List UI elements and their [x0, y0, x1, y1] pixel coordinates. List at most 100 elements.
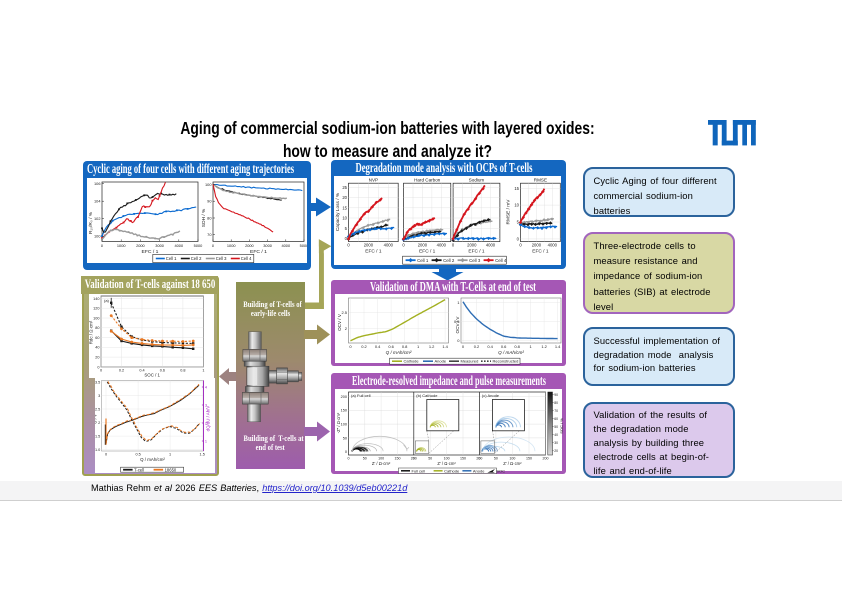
- svg-text:200: 200: [340, 394, 346, 398]
- svg-text:Z′ / Ω·cm²: Z′ / Ω·cm²: [437, 461, 456, 466]
- svg-text:NVP: NVP: [369, 177, 378, 182]
- svg-text:Cathode: Cathode: [444, 468, 460, 473]
- svg-text:-Z″ / Ω·cm²: -Z″ / Ω·cm²: [336, 412, 341, 433]
- svg-text:1: 1: [202, 368, 204, 372]
- svg-text:90: 90: [207, 198, 211, 203]
- svg-text:Cell 4: Cell 4: [495, 257, 507, 262]
- svg-text:5: 5: [345, 225, 348, 230]
- svg-text:0.8: 0.8: [401, 344, 407, 349]
- svg-text:20: 20: [342, 195, 347, 200]
- svg-text:Q / mAh/cm²: Q / mAh/cm²: [140, 457, 165, 462]
- svg-text:50: 50: [493, 456, 497, 460]
- svg-text:2.5: 2.5: [95, 407, 100, 411]
- svg-text:2: 2: [98, 420, 100, 424]
- svg-text:(a): (a): [104, 298, 110, 303]
- svg-text:EFC / 1: EFC / 1: [250, 248, 267, 254]
- svg-text:150: 150: [526, 456, 532, 460]
- svg-text:0.4: 0.4: [374, 344, 380, 349]
- svg-text:0: 0: [452, 242, 455, 247]
- svg-text:3.5: 3.5: [95, 380, 100, 384]
- svg-text:80: 80: [95, 326, 99, 330]
- svg-text:100: 100: [378, 456, 384, 460]
- svg-text:0: 0: [99, 368, 101, 372]
- svg-text:SOH / %: SOH / %: [200, 207, 206, 226]
- svg-text:2000: 2000: [245, 242, 254, 247]
- svg-text:4: 4: [204, 385, 206, 389]
- svg-text:Anode: Anode: [472, 468, 484, 473]
- svg-text:40: 40: [95, 345, 99, 349]
- svg-text:0: 0: [478, 456, 480, 460]
- svg-text:1.5: 1.5: [95, 434, 100, 438]
- svg-text:120: 120: [93, 306, 99, 310]
- svg-text:2: 2: [344, 326, 347, 331]
- svg-text:50: 50: [342, 436, 346, 440]
- svg-text:(c) Anode: (c) Anode: [481, 393, 499, 398]
- svg-text:104: 104: [94, 198, 101, 203]
- svg-text:50: 50: [554, 424, 558, 428]
- svg-text:60: 60: [95, 336, 99, 340]
- svg-text:150: 150: [340, 408, 346, 412]
- svg-text:100: 100: [93, 316, 99, 320]
- svg-text:Cell 4: Cell 4: [240, 256, 251, 261]
- svg-text:5000: 5000: [193, 242, 202, 247]
- svg-text:1.0: 1.0: [95, 448, 100, 452]
- svg-text:0.6: 0.6: [500, 344, 506, 349]
- svg-text:dQ/dU / Ah/V: dQ/dU / Ah/V: [205, 405, 210, 431]
- svg-text:0: 0: [347, 456, 349, 460]
- svg-text:4000: 4000: [486, 242, 496, 247]
- svg-text:1.2: 1.2: [428, 344, 434, 349]
- svg-text:Cell 3: Cell 3: [469, 257, 481, 262]
- svg-text:200: 200: [410, 456, 416, 460]
- svg-text:1.4: 1.4: [442, 344, 448, 349]
- svg-text:Cell 1: Cell 1: [165, 256, 176, 261]
- svg-text:EFC / 1: EFC / 1: [141, 248, 158, 254]
- svg-text:200: 200: [476, 456, 482, 460]
- svg-text:60: 60: [554, 416, 558, 420]
- svg-text:1: 1: [529, 344, 532, 349]
- svg-text:10: 10: [514, 202, 519, 207]
- svg-text:0: 0: [457, 338, 460, 343]
- svg-text:10: 10: [342, 215, 347, 220]
- svg-text:0.5: 0.5: [453, 319, 459, 324]
- svg-text:(a) Full cell: (a) Full cell: [351, 393, 371, 398]
- svg-text:1.5: 1.5: [199, 452, 204, 456]
- svg-text:1.4: 1.4: [554, 344, 560, 349]
- svg-text:0: 0: [100, 242, 102, 247]
- svg-text:1: 1: [416, 344, 419, 349]
- svg-text:Full cell: Full cell: [411, 468, 425, 473]
- svg-text:30: 30: [554, 440, 558, 444]
- svg-text:Z′ / Ω·cm²: Z′ / Ω·cm²: [371, 461, 390, 466]
- svg-text:100: 100: [94, 233, 100, 238]
- svg-text:0.8: 0.8: [514, 344, 520, 349]
- svg-text:0: 0: [344, 450, 346, 454]
- svg-text:R₁₀/R₀ / %: R₁₀/R₀ / %: [88, 211, 94, 234]
- svg-text:0.2: 0.2: [473, 344, 479, 349]
- svg-text:0: 0: [104, 452, 106, 456]
- svg-text:3000: 3000: [263, 242, 272, 247]
- svg-text:(b) Cathode: (b) Cathode: [416, 393, 438, 398]
- svg-text:4000: 4000: [384, 242, 394, 247]
- svg-text:2000: 2000: [532, 242, 542, 247]
- svg-text:EFC / 1: EFC / 1: [419, 248, 436, 254]
- svg-text:1: 1: [457, 300, 460, 305]
- svg-text:0.8: 0.8: [180, 368, 185, 372]
- svg-text:Anode: Anode: [434, 358, 446, 363]
- svg-text:2.5: 2.5: [341, 310, 347, 315]
- svg-text:70: 70: [554, 408, 558, 412]
- svg-text:150: 150: [394, 456, 400, 460]
- svg-text:4000: 4000: [174, 242, 183, 247]
- svg-text:0.6: 0.6: [388, 344, 394, 349]
- svg-text:4000: 4000: [548, 242, 558, 247]
- svg-text:3: 3: [98, 393, 100, 397]
- svg-text:Sodium: Sodium: [469, 177, 485, 182]
- svg-text:100: 100: [509, 456, 515, 460]
- svg-text:T-cell: T-cell: [134, 467, 144, 472]
- svg-text:0.4: 0.4: [487, 344, 493, 349]
- svg-text:1000: 1000: [226, 242, 235, 247]
- svg-text:Measured: Measured: [460, 358, 478, 363]
- svg-text:Capacity Loss / %: Capacity Loss / %: [335, 192, 341, 231]
- svg-text:Cell 2: Cell 2: [443, 257, 455, 262]
- svg-text:3: 3: [204, 403, 206, 407]
- svg-text:20: 20: [554, 448, 558, 452]
- svg-text:50: 50: [362, 456, 366, 460]
